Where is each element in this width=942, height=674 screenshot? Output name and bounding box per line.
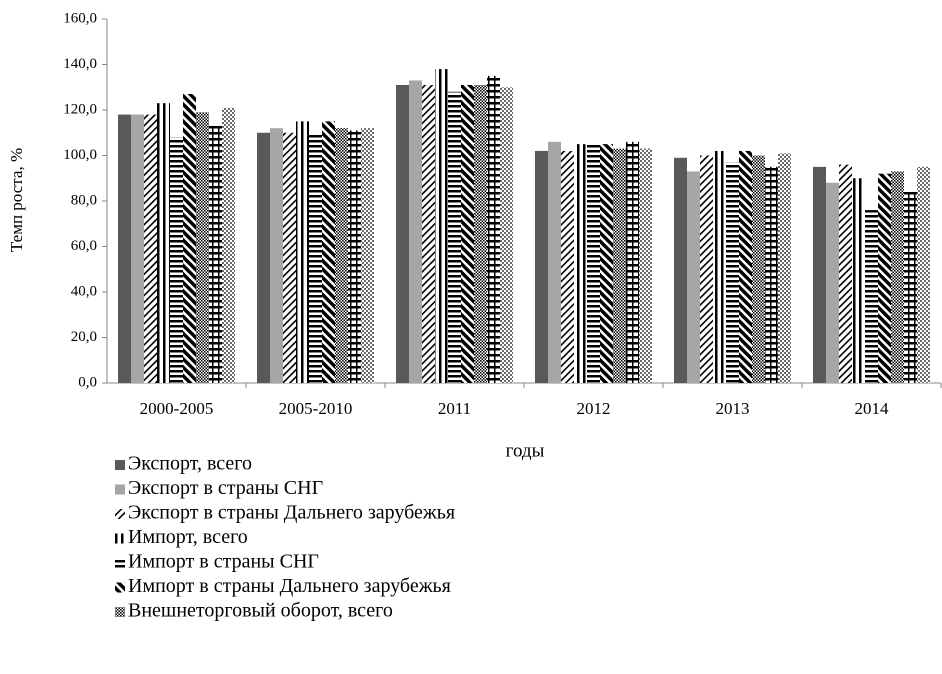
x-tick-label: 2012 [577,399,611,418]
x-tick-label: 2013 [716,399,750,418]
bar [639,148,652,383]
legend-label: Внешнеторговый оборот, всего [128,600,393,622]
bar [713,150,726,383]
bar [878,173,891,383]
bar [396,84,409,383]
bar [674,157,687,383]
bar [891,171,904,383]
bar [561,150,574,383]
bar [574,144,587,383]
y-tick-label: 160,0 [63,10,97,26]
bar [296,121,309,383]
bar [335,128,348,383]
bar [222,107,235,383]
bar [687,171,700,383]
bar [409,80,422,384]
bar [487,75,500,383]
bar [183,94,196,383]
legend-swatch [115,509,125,519]
legend-label: Импорт в страны СНГ [128,551,319,573]
y-tick-label: 60,0 [71,238,97,254]
bar [170,137,183,383]
y-tick-label: 20,0 [71,329,97,345]
legend-label: Импорт в страны Дальнего зарубежья [128,575,451,597]
bar [726,162,739,383]
bar [752,155,765,383]
bar [157,103,170,384]
bar [257,132,270,383]
bar [461,84,474,383]
bar [548,141,561,383]
y-tick-label: 120,0 [63,101,97,117]
bar [765,166,778,383]
x-tick-label: 2014 [855,399,890,418]
x-tick-label: 2000-2005 [140,399,214,418]
bar [118,114,131,384]
bar [422,84,435,383]
bar [144,114,157,384]
bar [700,155,713,383]
legend-label: Экспорт в страны Дальнего зарубежья [128,502,455,524]
bar [500,87,513,383]
bar [535,150,548,383]
bar [309,135,322,383]
y-tick-label: 40,0 [71,283,97,299]
legend-swatch [115,558,125,568]
legend-swatch [115,582,125,593]
legend-swatch [115,533,125,544]
legend-swatch [115,460,125,470]
bar [778,153,791,383]
bar [739,150,752,383]
x-tick-label: 2011 [438,399,471,418]
bar [131,114,144,384]
bar [839,164,852,383]
bar [917,166,930,383]
legend-swatch [115,484,125,495]
y-tick-label: 80,0 [71,192,97,208]
bar [283,132,296,383]
x-tick-label: 2005-2010 [279,399,353,418]
bar [348,130,361,383]
bar [813,166,826,383]
bar [587,144,600,383]
y-axis-label: Темп роста, % [7,148,26,252]
bar [361,128,374,383]
bar [852,178,865,383]
bar [600,144,613,383]
bar [613,148,626,383]
bar [196,112,209,384]
bar [474,84,487,383]
y-tick-label: 140,0 [63,56,97,72]
bar [626,141,639,383]
legend-label: Экспорт, всего [128,453,252,475]
bar [865,210,878,383]
y-tick-label: 100,0 [63,147,97,163]
bar [435,69,448,384]
bar [904,191,917,383]
y-tick-label: 0,0 [78,374,97,390]
bar [322,121,335,383]
legend-label: Импорт, всего [128,526,248,548]
bar [448,91,461,384]
legend-swatch [115,607,125,617]
bar [826,182,839,383]
legend-label: Экспорт в страны СНГ [128,477,323,499]
bar [270,128,283,383]
x-axis-label: годы [506,440,545,461]
bar [209,125,222,384]
